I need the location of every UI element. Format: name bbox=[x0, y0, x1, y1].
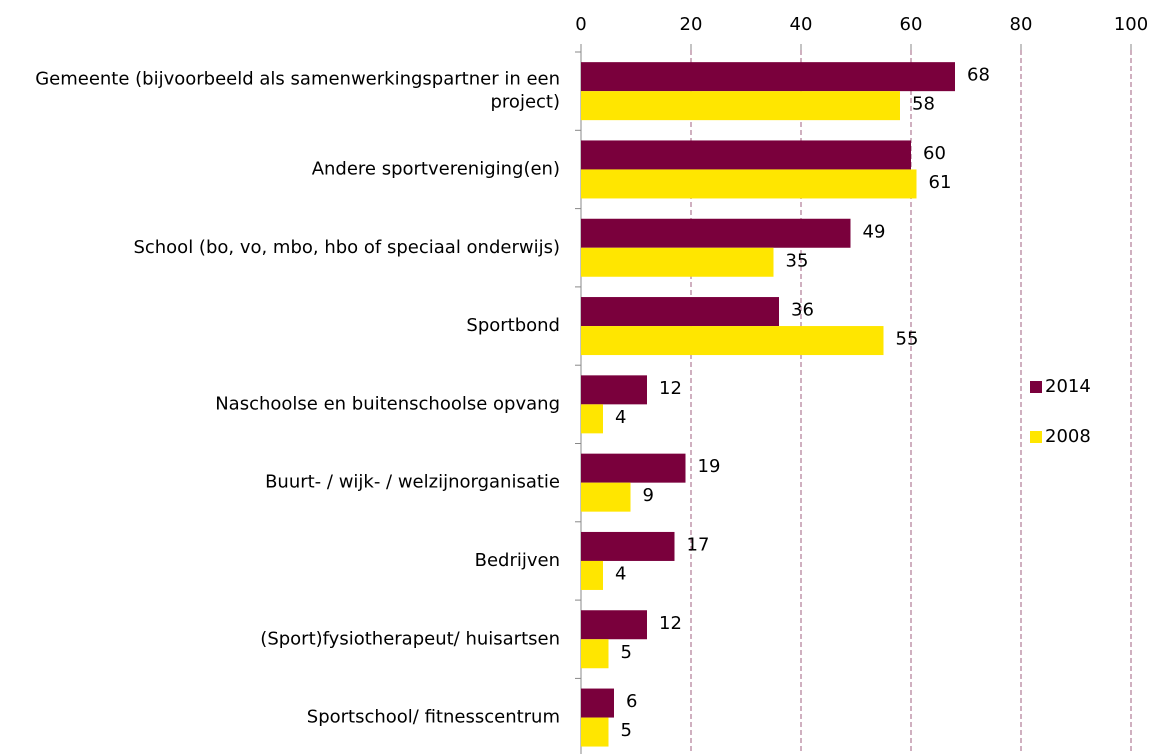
bar bbox=[581, 297, 779, 327]
bar bbox=[581, 91, 900, 121]
x-tick-label: 80 bbox=[1010, 14, 1033, 35]
bar bbox=[581, 717, 609, 747]
y-tick-label: Buurt- / wijk- / welzijnorganisatie bbox=[265, 472, 560, 493]
data-label: 4 bbox=[615, 563, 626, 584]
y-tick-label: Naschoolse en buitenschoolse opvang bbox=[215, 393, 560, 414]
data-label: 12 bbox=[659, 613, 682, 634]
data-label: 49 bbox=[863, 221, 886, 242]
bar bbox=[581, 404, 603, 434]
legend-swatch bbox=[1030, 431, 1042, 443]
bar bbox=[581, 560, 603, 590]
bar bbox=[581, 247, 774, 277]
x-tick-label: 0 bbox=[575, 14, 586, 35]
data-label: 19 bbox=[698, 456, 721, 477]
y-tick-label: (Sport)fysiotherapeut/ huisartsen bbox=[260, 628, 560, 649]
y-tick-label: Gemeente (bijvoorbeeld als samenwerkings… bbox=[35, 69, 560, 113]
y-tick-label: Andere sportvereniging(en) bbox=[312, 158, 560, 179]
bar bbox=[581, 482, 631, 512]
legend-swatch bbox=[1030, 381, 1042, 393]
data-label: 5 bbox=[621, 642, 632, 663]
legend-label: 2008 bbox=[1045, 426, 1091, 447]
x-tick-label: 60 bbox=[900, 14, 923, 35]
data-label: 36 bbox=[791, 300, 814, 321]
data-label: 35 bbox=[786, 250, 809, 271]
label-line: project) bbox=[491, 92, 561, 113]
x-tick-label: 100 bbox=[1114, 14, 1148, 35]
bar bbox=[581, 169, 917, 199]
bar bbox=[581, 140, 911, 170]
x-tick-label: 40 bbox=[790, 14, 813, 35]
data-label: 9 bbox=[643, 485, 654, 506]
y-tick-label: Bedrijven bbox=[475, 550, 560, 571]
data-label: 5 bbox=[621, 720, 632, 741]
data-label: 68 bbox=[967, 65, 990, 86]
y-tick-label: Sportbond bbox=[466, 315, 560, 336]
data-label: 12 bbox=[659, 378, 682, 399]
bar bbox=[581, 453, 686, 483]
data-label: 61 bbox=[929, 172, 952, 193]
y-tick-label: Sportschool/ fitnesscentrum bbox=[307, 707, 560, 728]
label-line: Gemeente (bijvoorbeeld als samenwerkings… bbox=[35, 69, 560, 90]
bar bbox=[581, 375, 647, 405]
bar bbox=[581, 688, 614, 718]
data-label: 58 bbox=[912, 94, 935, 115]
data-label: 17 bbox=[687, 534, 710, 555]
data-label: 4 bbox=[615, 407, 626, 428]
y-tick-label: School (bo, vo, mbo, hbo of speciaal ond… bbox=[133, 237, 560, 258]
legend-label: 2014 bbox=[1045, 376, 1091, 397]
bar bbox=[581, 531, 675, 561]
x-tick-label: 20 bbox=[680, 14, 703, 35]
data-label: 60 bbox=[923, 143, 946, 164]
data-label: 6 bbox=[626, 691, 637, 712]
bar bbox=[581, 218, 851, 248]
data-label: 55 bbox=[896, 329, 919, 350]
bar bbox=[581, 62, 955, 92]
bar bbox=[581, 326, 884, 356]
bar bbox=[581, 639, 609, 669]
bar bbox=[581, 610, 647, 640]
